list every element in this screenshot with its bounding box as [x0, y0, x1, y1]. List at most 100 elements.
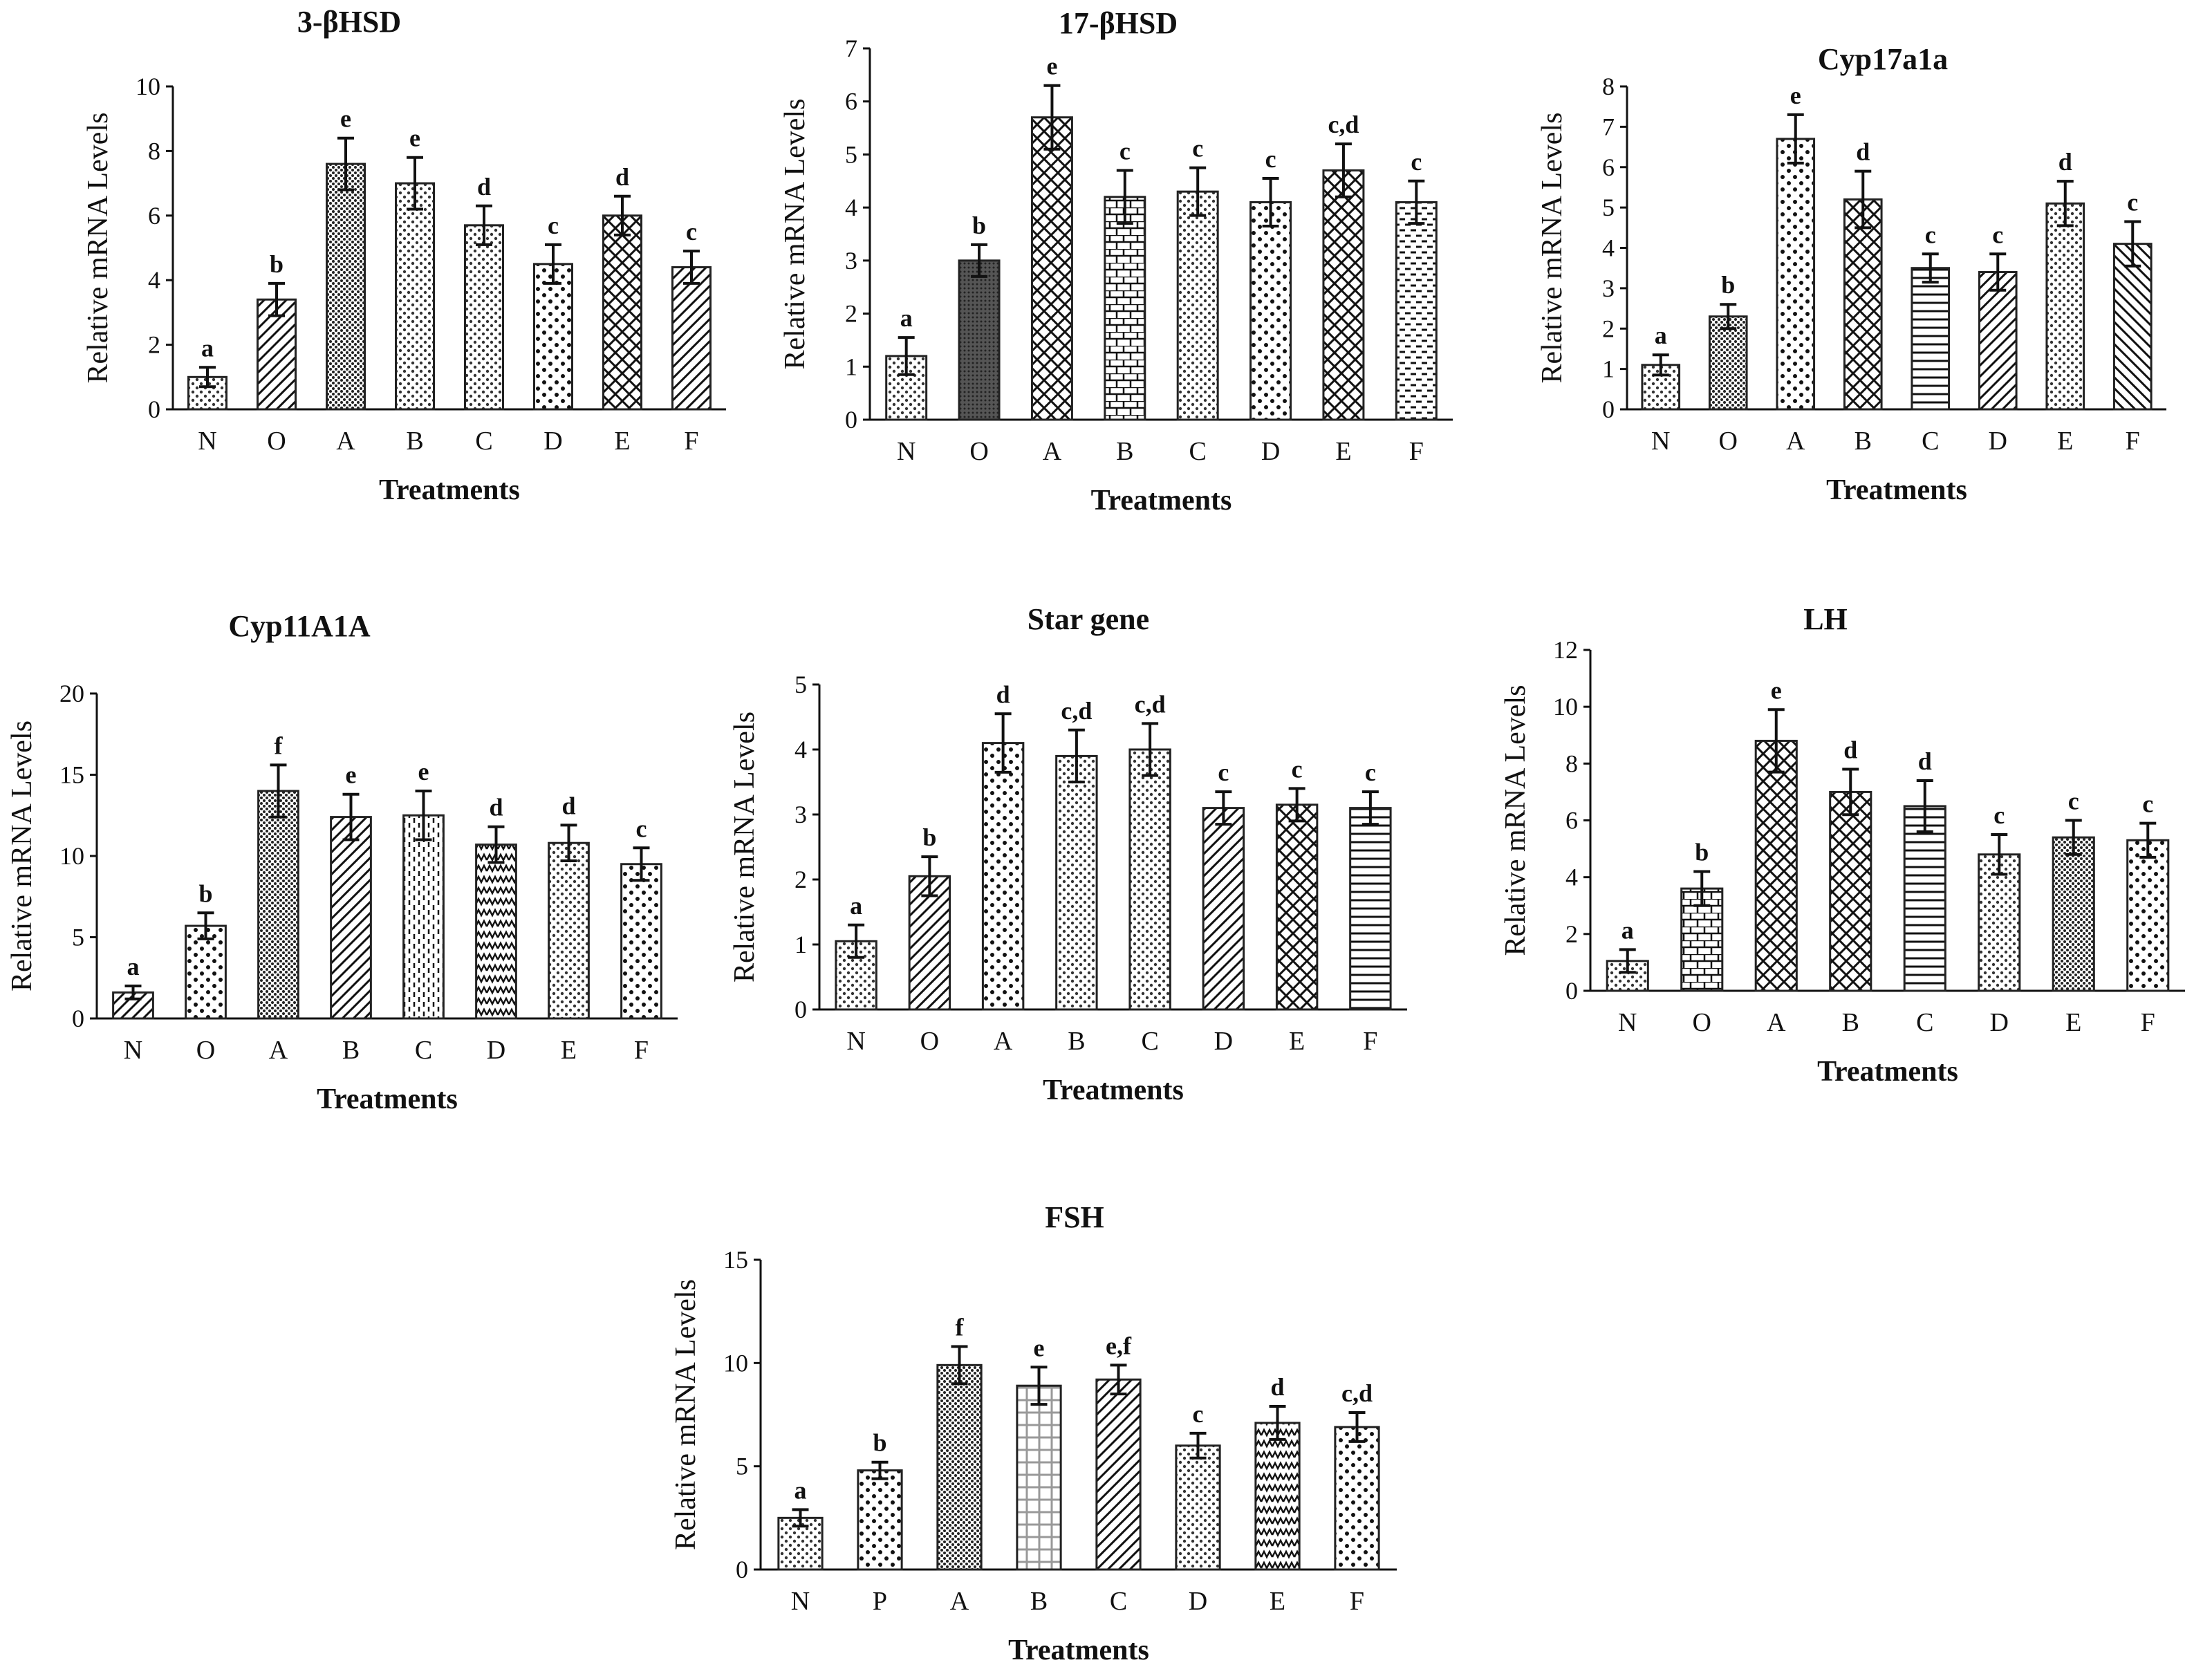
- y-tick-label: 8: [1602, 73, 1615, 100]
- y-tick-label: 2: [1602, 315, 1615, 342]
- chart-title: FSH: [1045, 1200, 1104, 1234]
- significance-letter: d: [1270, 1373, 1284, 1401]
- significance-letter: c: [1192, 135, 1203, 162]
- bar-E: [602, 214, 642, 411]
- y-tick-label: 4: [1565, 864, 1578, 891]
- x-tick-label: N: [1651, 427, 1670, 456]
- x-tick-label: D: [1989, 427, 2007, 456]
- x-axis-label: Treatments: [1043, 1074, 1184, 1106]
- significance-letter: b: [922, 823, 936, 851]
- significance-letter: a: [201, 334, 214, 362]
- significance-letter: b: [270, 250, 284, 278]
- y-tick-label: 10: [136, 73, 160, 100]
- x-tick-label: P: [873, 1587, 887, 1616]
- significance-letter: c: [1218, 758, 1229, 786]
- x-tick-label: N: [897, 437, 916, 466]
- x-tick-label: A: [1043, 437, 1062, 466]
- significance-letter: b: [1721, 271, 1735, 299]
- significance-letter: c: [1119, 137, 1131, 165]
- y-tick-label: 7: [845, 35, 857, 62]
- y-tick-label: 1: [794, 931, 807, 958]
- y-tick-label: 4: [845, 194, 857, 221]
- bar-D: [1202, 807, 1245, 1011]
- x-tick-label: C: [475, 427, 492, 456]
- y-tick-label: 12: [1553, 636, 1578, 664]
- chart-panel-1: 3-βHSD 0 2 4 6 8 10 Relative mRNA Levels a Nb Oe Ae…: [82, 5, 726, 506]
- y-tick-label: 10: [1553, 693, 1578, 720]
- significance-letter: c: [1292, 755, 1303, 783]
- y-tick-label: 5: [736, 1453, 748, 1480]
- bar-A: [326, 162, 366, 411]
- x-tick-label: E: [2057, 427, 2073, 456]
- x-tick-label: C: [1110, 1587, 1127, 1616]
- bar-F: [1395, 201, 1438, 421]
- significance-letter: e: [1034, 1334, 1045, 1361]
- y-tick-label: 2: [794, 866, 807, 893]
- y-axis-label: Relative mRNA Levels: [729, 711, 761, 983]
- x-tick-label: F: [2126, 427, 2140, 456]
- y-tick-label: 0: [72, 1005, 84, 1032]
- x-tick-label: D: [487, 1036, 505, 1065]
- chart-title: Cyp11A1A: [228, 609, 371, 643]
- bar-C: [464, 224, 504, 411]
- x-axis-label: Treatments: [317, 1083, 458, 1115]
- y-tick-label: 7: [1602, 113, 1615, 140]
- x-tick-label: E: [2065, 1008, 2081, 1037]
- bar-E: [1254, 1422, 1301, 1571]
- chart-panel-7: FSH 0 5 10 15 Relative mRNA Levels a Nb Pf Ae Be,f…: [670, 1200, 1397, 1666]
- significance-letter: b: [972, 212, 986, 239]
- x-tick-label: O: [969, 437, 988, 466]
- bar-F: [1334, 1426, 1380, 1571]
- bar-B: [395, 182, 435, 411]
- significance-letter: b: [198, 879, 212, 907]
- significance-letter: d: [561, 792, 575, 819]
- significance-letter: d: [996, 680, 1010, 708]
- x-tick-label: D: [1990, 1008, 2009, 1037]
- chart-panel-5: Star gene 0 1 2 3 4 5 Relative mRNA Levels a Nb Od…: [729, 602, 1407, 1106]
- y-axis-label: Relative mRNA Levels: [779, 99, 811, 370]
- x-axis-label: Treatments: [379, 474, 520, 506]
- significance-letter: c: [636, 814, 647, 842]
- bar-P: [857, 1469, 903, 1571]
- bar-B: [330, 816, 372, 1020]
- bar-A: [1776, 138, 1816, 411]
- significance-letter: c,d: [1341, 1379, 1373, 1407]
- significance-letter: c: [2127, 189, 2138, 216]
- bar-D: [1175, 1444, 1221, 1571]
- significance-letter: e: [1790, 82, 1801, 109]
- x-tick-label: E: [1289, 1027, 1305, 1056]
- y-tick-label: 2: [148, 331, 160, 359]
- x-axis-label: Treatments: [1091, 485, 1232, 516]
- significance-letter: d: [1856, 138, 1870, 166]
- x-tick-label: C: [1189, 437, 1207, 466]
- significance-letter: e: [1046, 53, 1057, 80]
- bar-C: [1128, 748, 1171, 1011]
- x-tick-label: O: [196, 1036, 215, 1065]
- chart-title: 3-βHSD: [297, 5, 401, 39]
- bar-A: [981, 742, 1025, 1011]
- x-tick-label: F: [634, 1036, 649, 1065]
- y-axis-label: Relative mRNA Levels: [1500, 685, 1532, 956]
- bar-F: [620, 863, 662, 1020]
- y-tick-label: 4: [1602, 234, 1615, 262]
- y-tick-label: 5: [72, 924, 84, 951]
- bar-F: [1349, 807, 1392, 1011]
- x-tick-label: B: [342, 1036, 360, 1065]
- chart-panel-6: LH 0 2 4 6 8 10 12 Relative mRNA Levels a Nb Oe Ad Bd…: [1500, 602, 2185, 1088]
- x-tick-label: F: [2141, 1008, 2155, 1037]
- y-tick-label: 0: [736, 1556, 748, 1583]
- bar-C: [1903, 805, 1946, 992]
- y-tick-label: 3: [1602, 274, 1615, 302]
- significance-letter: c: [1925, 221, 1936, 248]
- significance-letter: e: [340, 105, 351, 133]
- bar-F: [2126, 839, 2170, 992]
- x-tick-label: F: [1350, 1587, 1364, 1616]
- y-tick-label: 10: [59, 842, 84, 870]
- significance-letter: b: [873, 1429, 886, 1457]
- y-tick-label: 2: [1565, 920, 1578, 948]
- bar-O: [908, 875, 951, 1011]
- bar-E: [1322, 169, 1365, 421]
- bar-A: [936, 1363, 983, 1571]
- bar-A: [257, 790, 299, 1020]
- significance-letter: c: [1411, 148, 1422, 176]
